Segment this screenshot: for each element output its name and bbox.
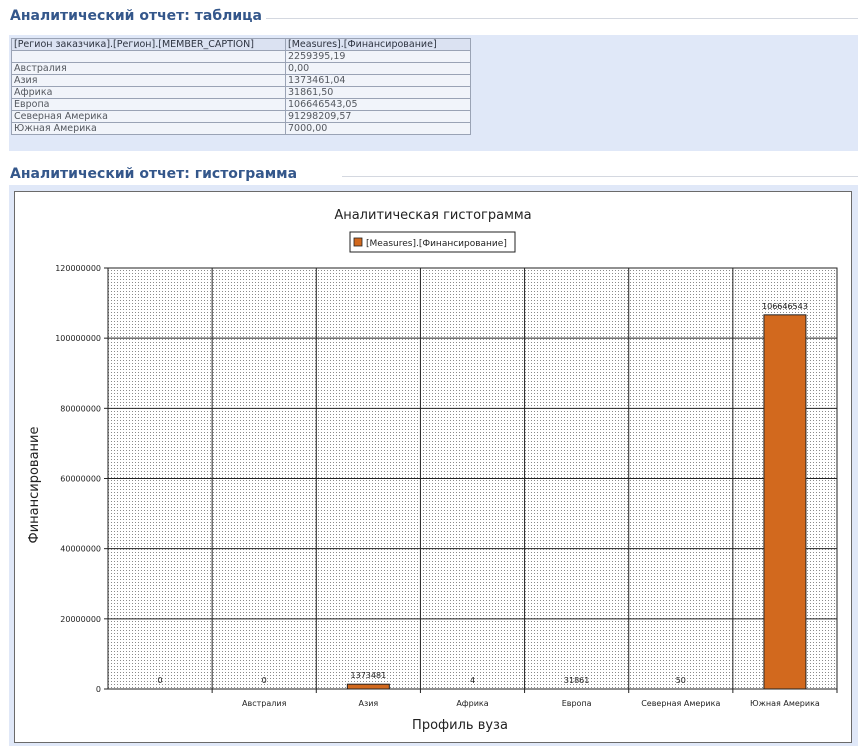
- bar-value-label: 1373481: [351, 671, 387, 680]
- y-axis: 0 20000000 40000000 60000000 80000000 1000000…: [55, 264, 108, 694]
- chart-legend[interactable]: [Measures].[Финансирование]: [349, 231, 516, 253]
- funding-cell: 106646543,05: [285, 98, 471, 111]
- funding-cell: 7000,00: [285, 122, 471, 135]
- bar: [763, 314, 807, 690]
- x-tick-label: Азия: [358, 699, 378, 708]
- column-header-region[interactable]: [Регион заказчика].[Регион].[MEMBER_CAPT…: [11, 38, 286, 51]
- chart-title-rule: [342, 176, 858, 177]
- region-cell: Австралия: [11, 62, 286, 75]
- y-tick-label: 40000000: [60, 545, 101, 554]
- table-row: Австралия 0,00: [11, 62, 471, 75]
- bar-value-label: 50: [676, 676, 686, 685]
- y-tick-label: 20000000: [60, 615, 101, 624]
- table-row: Южная Америка 7000,00: [11, 122, 471, 135]
- x-tick-label: Африка: [456, 699, 488, 708]
- chart-section-title: Аналитический отчет: гистограмма: [10, 166, 298, 182]
- data-labels: 0 0 1373481 4 31861 50 106646543: [158, 302, 808, 685]
- y-tick-label: 80000000: [60, 404, 101, 413]
- gridlines: [108, 268, 837, 689]
- chart-title: Аналитическая гистограмма: [334, 208, 531, 223]
- region-cell: Азия: [11, 74, 286, 87]
- y-tick-label: 120000000: [55, 264, 101, 273]
- y-tick-label: 60000000: [60, 475, 101, 484]
- region-cell: Южная Америка: [11, 122, 286, 135]
- y-axis-title: Финансирование: [27, 427, 42, 544]
- x-tick-label: Южная Америка: [750, 699, 820, 708]
- legend-label: [Measures].[Финансирование]: [366, 239, 507, 249]
- y-tick-label: 0: [96, 685, 101, 694]
- x-axis: Австралия Азия Африка Европа Северная Америк…: [211, 689, 838, 708]
- chart-container: Аналитическая гистограмма [Measures].[Фи…: [14, 191, 852, 743]
- histogram-chart: Аналитическая гистограмма [Measures].[Фи…: [27, 208, 838, 733]
- table-title-rule: [266, 18, 858, 19]
- table-section-title: Аналитический отчет: таблица: [10, 8, 262, 24]
- region-cell: Африка: [11, 86, 286, 99]
- bars: [346, 314, 807, 690]
- x-tick-label: Северная Америка: [641, 699, 720, 708]
- legend-box: [349, 231, 516, 253]
- table-row: Европа 106646543,05: [11, 98, 471, 111]
- report-table: [Регион заказчика].[Регион].[MEMBER_CAPT…: [11, 38, 471, 135]
- bar-value-label: 0: [262, 676, 267, 685]
- bar-value-label: 106646543: [762, 302, 808, 311]
- funding-cell: 2259395,19: [285, 50, 471, 63]
- table-row: Азия 1373461,04: [11, 74, 471, 87]
- region-cell: Северная Америка: [11, 110, 286, 123]
- funding-cell: 31861,50: [285, 86, 471, 99]
- region-cell: Европа: [11, 98, 286, 111]
- x-tick-label: Австралия: [242, 699, 287, 708]
- bar-value-label: 4: [470, 676, 475, 685]
- funding-cell: 1373461,04: [285, 74, 471, 87]
- funding-cell: 91298209,57: [285, 110, 471, 123]
- x-tick-label: Европа: [562, 699, 592, 708]
- funding-cell: 0,00: [285, 62, 471, 75]
- table-row: Африка 31861,50: [11, 86, 471, 99]
- bar-value-label: 31861: [564, 676, 589, 685]
- y-tick-label: 100000000: [55, 334, 101, 343]
- table-row: 2259395,19: [11, 50, 471, 63]
- x-axis-title: Профиль вуза: [412, 718, 508, 733]
- table-row: Северная Америка 91298209,57: [11, 110, 471, 123]
- region-cell: [11, 50, 286, 63]
- column-header-funding[interactable]: [Measures].[Финансирование]: [285, 38, 471, 51]
- table-header-row: [Регион заказчика].[Регион].[MEMBER_CAPT…: [11, 38, 471, 51]
- bar: [346, 683, 390, 690]
- legend-swatch: [353, 237, 363, 247]
- bar-value-label: 0: [158, 676, 163, 685]
